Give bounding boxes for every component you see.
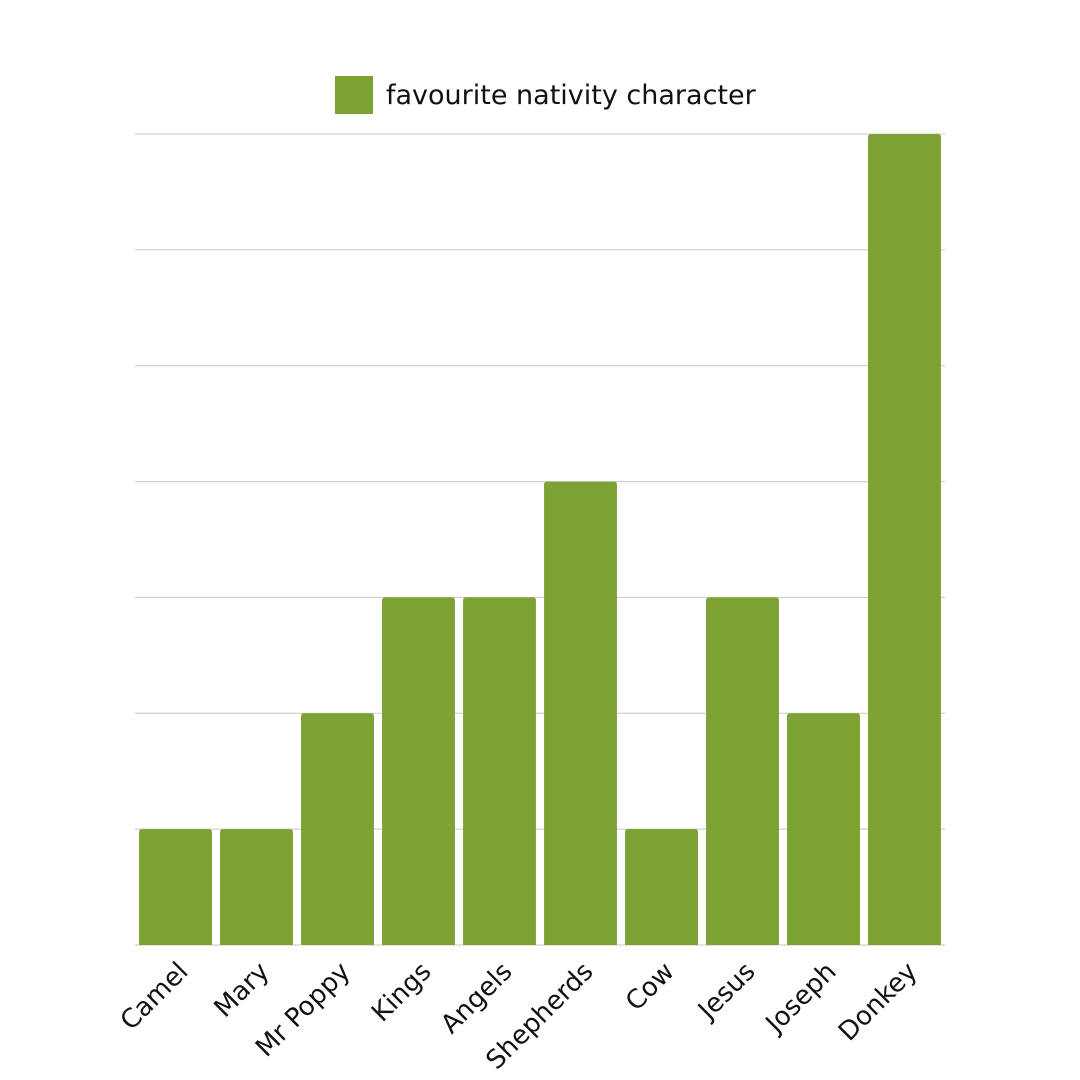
bar	[544, 481, 617, 945]
x-tick-label: Mary	[209, 957, 276, 1024]
x-tick-label: Cow	[620, 957, 680, 1017]
x-tick-label: Angels	[435, 957, 518, 1040]
bar	[139, 829, 212, 945]
bar	[301, 713, 374, 945]
bar	[787, 713, 860, 945]
x-tick-label: Joseph	[759, 957, 843, 1041]
bar	[706, 597, 779, 945]
bar	[625, 829, 698, 945]
bar	[463, 597, 536, 945]
bar	[382, 597, 455, 945]
x-tick-label: Jesus	[691, 957, 761, 1027]
bar	[220, 829, 293, 945]
x-tick-label: Donkey	[833, 957, 923, 1047]
x-tick-label: Camel	[115, 957, 195, 1037]
x-tick-label: Kings	[366, 957, 437, 1028]
bar	[868, 134, 941, 945]
legend-label: favourite nativity character	[386, 80, 757, 111]
legend-swatch	[335, 76, 373, 114]
